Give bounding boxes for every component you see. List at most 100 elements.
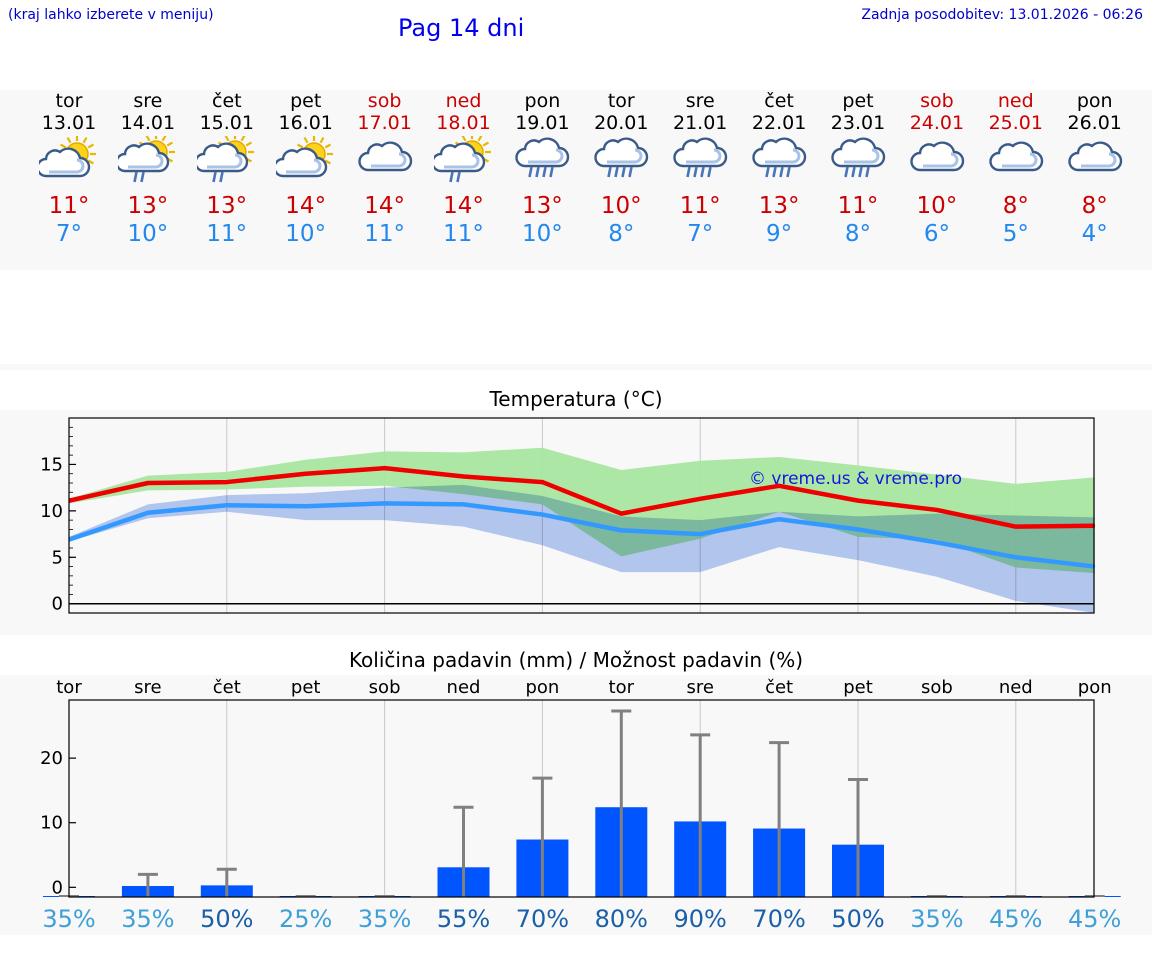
- cloud-icon: [910, 141, 965, 172]
- cloud-shade: [607, 148, 643, 164]
- sun-ray: [461, 136, 466, 142]
- forecast-day: čet 22.01 13° 9°: [739, 90, 819, 248]
- min-temperature: 8°: [608, 221, 635, 247]
- precipitation-chart-title: Količina padavin (mm) / Možnost padavin …: [348, 648, 804, 672]
- sun-cloud-icon: [275, 136, 333, 178]
- cloud-shape: [275, 147, 327, 178]
- temperature-panel: [0, 410, 1152, 635]
- page-title: Pag 14 dni: [398, 14, 525, 42]
- sun-ray: [145, 136, 151, 142]
- cloud-shape: [117, 142, 170, 173]
- min-temperature: 5°: [1002, 221, 1029, 247]
- day-name: čet: [212, 90, 242, 112]
- weather-icon: [357, 141, 412, 172]
- cloud-shape: [989, 141, 1043, 172]
- day-date: 24.01: [909, 112, 965, 134]
- sun-cloud-rain-icon: [433, 136, 491, 183]
- weather-icon: [989, 141, 1043, 172]
- rain-drop: [212, 171, 217, 183]
- cloud-shape: [673, 137, 728, 168]
- last-update-text: Zadnja posodobitev: 13.01.2026 - 06:26: [861, 7, 1143, 23]
- sun-ray: [59, 143, 67, 149]
- sun-cloud-icon: [39, 136, 96, 178]
- cloud-shade: [370, 152, 407, 168]
- forecast-day: sre 21.01 11° 7°: [660, 90, 740, 248]
- cloud-shape: [831, 137, 886, 168]
- cloud-shape: [433, 142, 485, 173]
- forecast-day: pon 26.01 8° 4°: [1055, 90, 1135, 248]
- sun-ray: [324, 143, 331, 149]
- min-temperature: 7°: [687, 221, 714, 247]
- max-temperature: 13°: [127, 193, 169, 219]
- cloud-shape: [39, 147, 91, 178]
- day-name: tor: [55, 90, 83, 112]
- forecast-day: tor 20.01 10° 8°: [581, 90, 661, 248]
- day-name: sre: [133, 90, 163, 112]
- rain-drop: [219, 171, 224, 183]
- day-date: 17.01: [357, 112, 412, 134]
- precipitation-panel: [0, 675, 1152, 935]
- forecast-day: sre 14.01 13° 10°: [108, 90, 188, 248]
- rain-drop: [765, 166, 770, 178]
- day-date: 19.01: [515, 112, 570, 134]
- cloud-icon: [1068, 141, 1122, 172]
- rain-drop: [542, 166, 548, 178]
- max-temperature: 8°: [1002, 193, 1029, 219]
- forecast-day: tor 13.01 11° 7°: [29, 90, 109, 248]
- max-temperature: 10°: [600, 193, 642, 219]
- rain-drop: [549, 166, 555, 178]
- forecast-day: pet 23.01 11° 8°: [818, 90, 898, 248]
- day-date: 16.01: [278, 112, 333, 134]
- sun-cloud-rain-icon: [196, 136, 254, 183]
- sun-ray: [166, 141, 173, 147]
- rain-drop: [607, 166, 613, 178]
- cloud-shade: [844, 148, 880, 164]
- cloud-shade: [206, 153, 243, 169]
- day-date: 14.01: [120, 112, 176, 134]
- weather-icon: [39, 136, 96, 178]
- day-date: 15.01: [199, 112, 254, 134]
- weather-icon: [910, 141, 965, 172]
- weather-icon: [433, 136, 491, 183]
- min-temperature: 10°: [127, 221, 169, 247]
- sun-ray: [324, 159, 331, 165]
- max-temperature: 10°: [916, 193, 958, 219]
- day-name: pet: [290, 90, 322, 112]
- sun-ray: [303, 136, 309, 144]
- weather-icon: [1068, 141, 1122, 172]
- forecast-day: ned 18.01 14° 11°: [424, 90, 504, 248]
- rain-drop: [865, 166, 870, 178]
- rain-drop: [621, 166, 627, 178]
- max-temperature: 13°: [206, 193, 248, 219]
- max-temperature: 13°: [758, 193, 800, 219]
- rain-drop: [707, 166, 712, 178]
- sun-ray: [161, 136, 167, 142]
- day-name: ned: [445, 90, 482, 112]
- day-name: sre: [685, 90, 715, 112]
- min-temperature: 9°: [766, 221, 793, 247]
- rain-drop: [686, 166, 691, 178]
- sun-cloud-rain-icon: [117, 136, 175, 183]
- day-name: ned: [997, 90, 1034, 112]
- min-temperature: 10°: [285, 221, 327, 247]
- rain-drop: [844, 166, 849, 178]
- weather-icon: [673, 137, 728, 178]
- rain-drop: [700, 166, 705, 178]
- forecast-day: sob 24.01 10° 6°: [897, 90, 977, 248]
- sun-ray: [87, 159, 95, 165]
- cloud-shade: [49, 158, 85, 174]
- rain-drop: [779, 166, 784, 178]
- sun-ray: [482, 141, 489, 147]
- sun-ray: [240, 136, 246, 142]
- cloud-shade: [127, 153, 164, 169]
- rain-drop: [786, 166, 791, 178]
- weather-icon: [117, 136, 175, 183]
- cloud-shade: [686, 148, 722, 164]
- max-temperature: 11°: [837, 193, 879, 219]
- rain-drop: [614, 166, 620, 178]
- forecast-day: čet 15.01 13° 11°: [187, 90, 267, 248]
- sun-ray: [319, 136, 325, 144]
- max-temperature: 11°: [679, 193, 721, 219]
- day-name: pon: [524, 90, 561, 112]
- forecast-day: ned 25.01 8° 5°: [976, 90, 1056, 248]
